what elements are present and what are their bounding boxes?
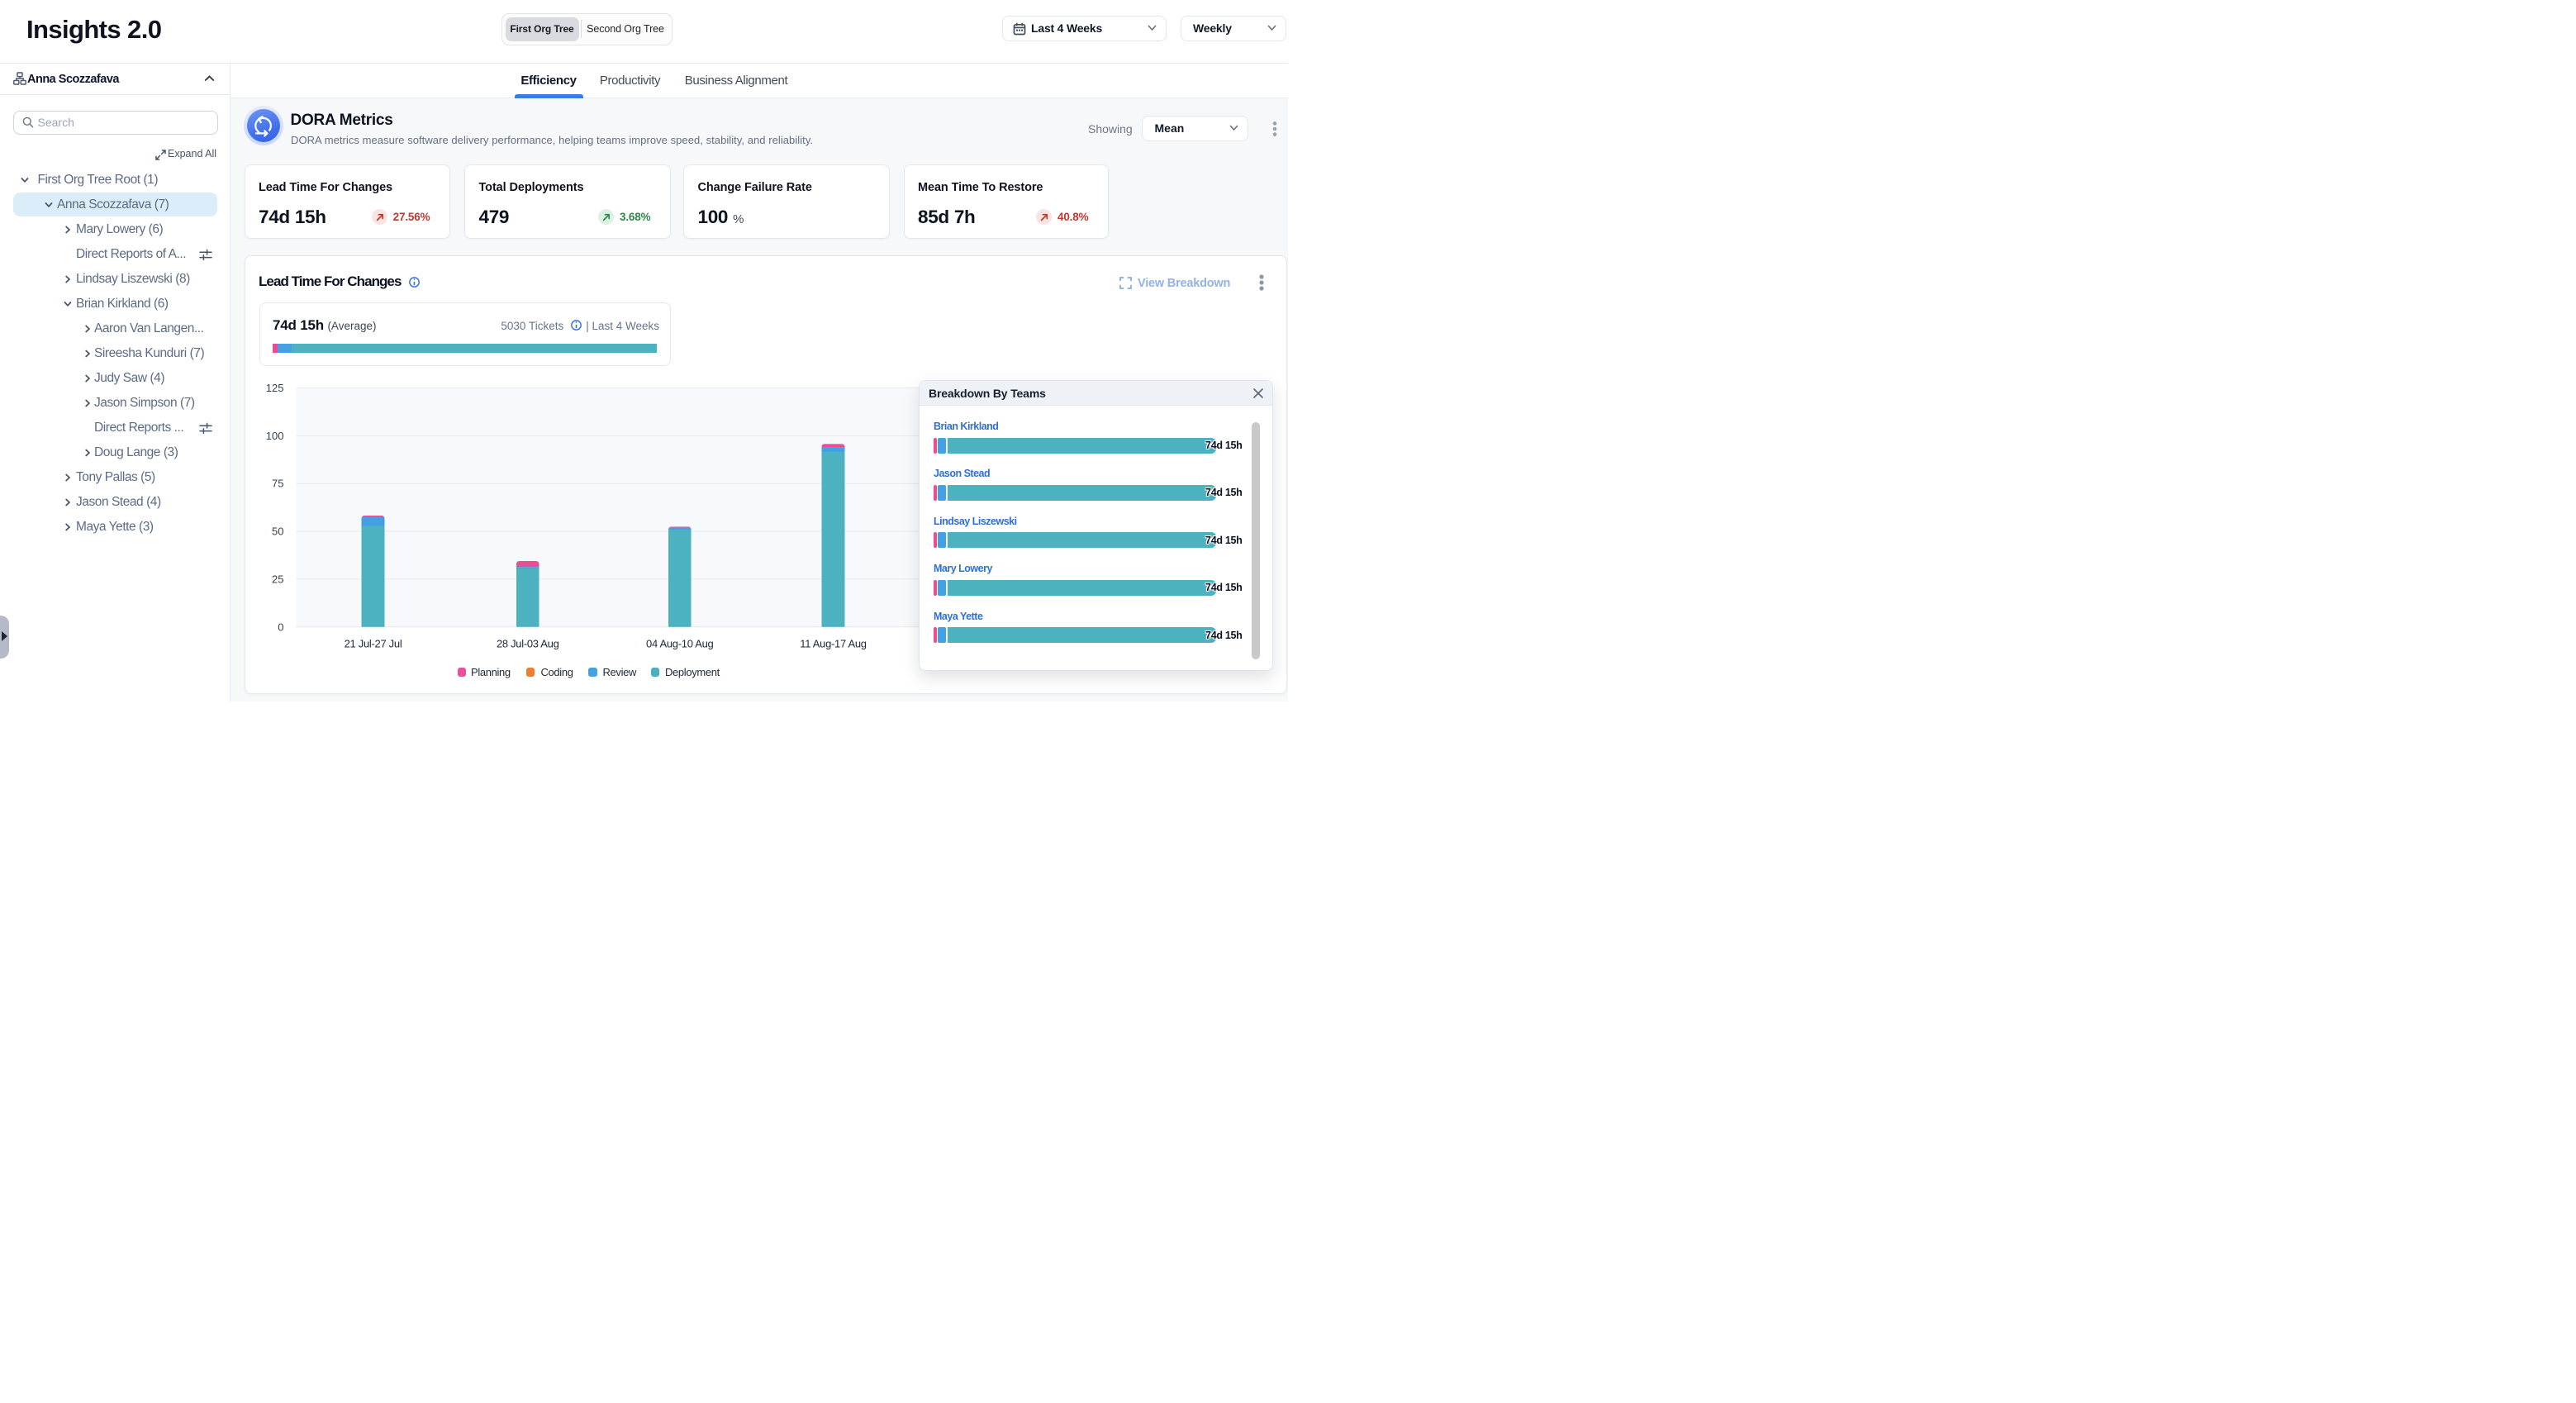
svg-text:75: 75 bbox=[272, 478, 283, 490]
svg-text:50: 50 bbox=[272, 526, 283, 538]
svg-text:04 Aug-10 Aug: 04 Aug-10 Aug bbox=[646, 638, 713, 650]
svg-text:28 Jul-03 Aug: 28 Jul-03 Aug bbox=[496, 638, 558, 650]
svg-text:21 Jul-27 Jul: 21 Jul-27 Jul bbox=[344, 638, 402, 650]
svg-text:25: 25 bbox=[272, 573, 283, 585]
svg-text:100: 100 bbox=[265, 430, 283, 442]
svg-text:0: 0 bbox=[278, 621, 283, 633]
svg-text:11 Aug-17 Aug: 11 Aug-17 Aug bbox=[800, 638, 867, 650]
svg-text:125: 125 bbox=[265, 382, 283, 394]
